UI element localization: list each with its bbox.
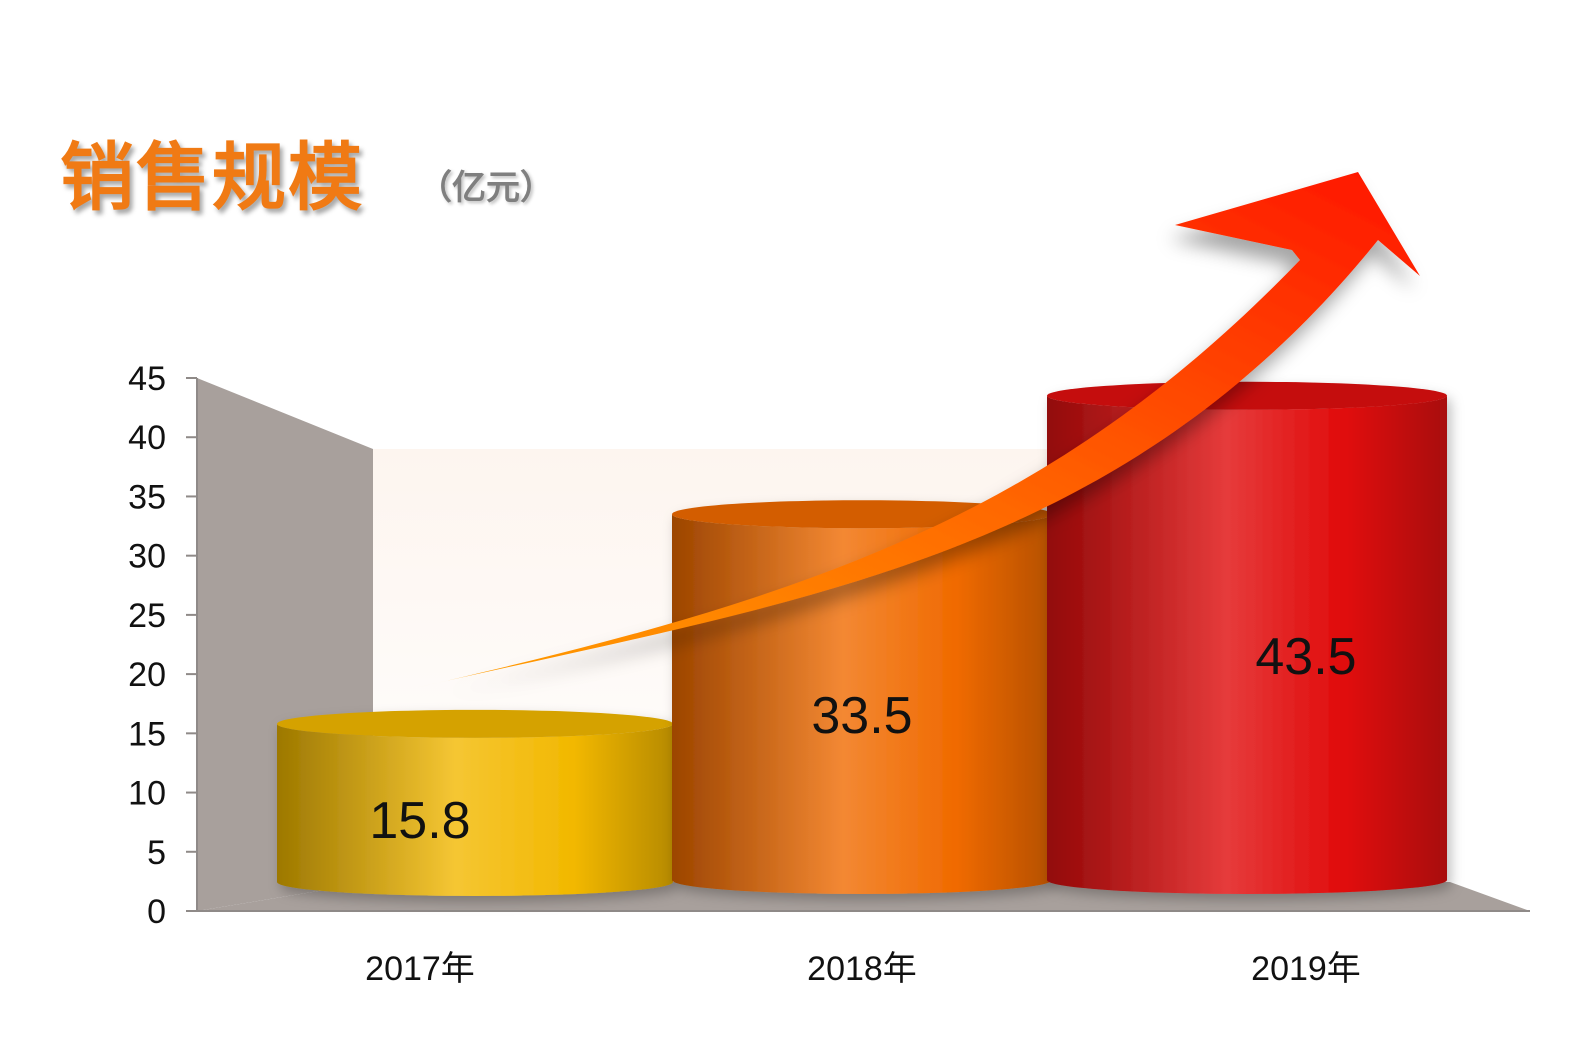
y-tick-label: 15 [128,715,166,753]
chart-unit: （亿元） [418,168,554,208]
bars: 15.8 33.5 43.5 [277,381,1447,896]
y-tick-label: 30 [128,538,166,576]
x-axis: 2017年 2018年 2019年 [365,950,1361,988]
x-tick-label: 2019年 [1251,950,1361,988]
y-tick-label: 5 [147,834,166,872]
y-tick-label: 45 [128,360,166,398]
y-tick-label: 35 [128,478,166,516]
y-tick-label: 40 [128,419,166,457]
bar-body [277,723,673,896]
chart-title: 销售规模 [60,135,364,221]
x-tick-label: 2018年 [807,950,917,988]
bar-2018年 [672,500,1052,894]
x-tick-label: 2017年 [365,950,475,988]
y-tick-label: 25 [128,597,166,635]
value-label: 43.5 [1255,628,1356,686]
value-label: 15.8 [369,792,470,850]
bar-body [672,514,1052,894]
bar-2017年 [277,709,673,896]
bar-body [1047,395,1447,894]
value-label: 33.5 [811,687,912,745]
y-tick-label: 20 [128,656,166,694]
bar-top [277,709,673,738]
y-tick-label: 0 [147,893,166,931]
y-tick-label: 10 [128,775,166,813]
bar-top [1047,381,1447,410]
growth-arrow [415,172,1420,688]
y-axis: 0 5 10 15 20 25 30 35 40 45 [128,360,197,931]
